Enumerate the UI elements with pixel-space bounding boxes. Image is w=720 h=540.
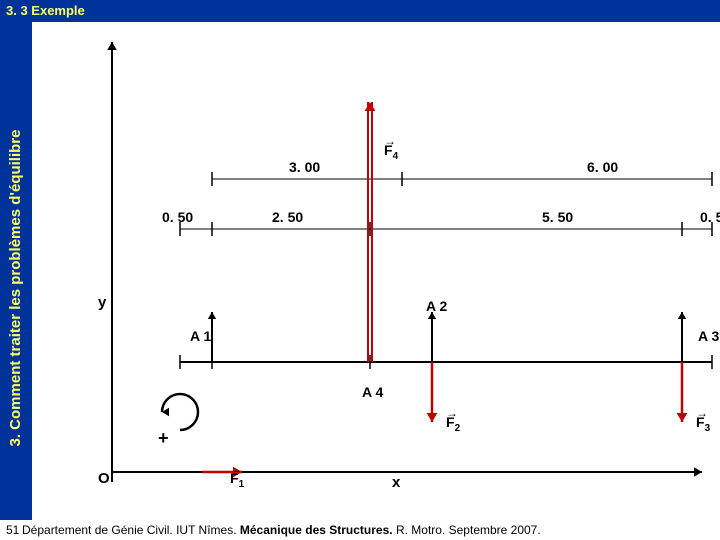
force-F3: →F3: [696, 414, 710, 434]
footer: 51 Département de Génie Civil. IUT Nîmes…: [0, 520, 720, 540]
support-A2: A 2: [426, 298, 447, 314]
support-A3: A 3: [698, 328, 719, 344]
diagram-svg: [32, 22, 720, 520]
diagram-area: 3. 00 6. 00 0. 50 2. 50 5. 50 0. 50 A 1 A 2 A 4 A…: [32, 22, 720, 520]
annot-x: x: [392, 474, 400, 491]
footer-dept: Département de Génie Civil.: [22, 523, 173, 537]
footer-course: Mécanique des Structures.: [240, 523, 393, 537]
section-title: 3. 3 Exemple: [6, 3, 85, 18]
section-header: 3. 3 Exemple: [0, 0, 720, 22]
dim-bot-1: 2. 50: [272, 209, 303, 225]
dim-bot-0: 0. 50: [162, 209, 193, 225]
footer-inst: IUT Nîmes.: [176, 523, 236, 537]
moment-plus: +: [158, 428, 169, 449]
force-F2: →F2: [446, 414, 460, 434]
annot-y: y: [98, 294, 106, 311]
force-F1: →F1: [230, 470, 244, 490]
annot-O: O: [98, 470, 110, 487]
support-A4: A 4: [362, 384, 383, 400]
page-number: 51: [6, 520, 19, 540]
dim-top-1: 6. 00: [587, 159, 618, 175]
dim-bot-3: 0. 50: [700, 209, 720, 225]
force-F4: →F4: [384, 142, 398, 162]
sidebar: 3. Comment traiter les problèmes d'équil…: [0, 22, 32, 520]
dim-top-0: 3. 00: [289, 159, 320, 175]
sidebar-title: 3. Comment traiter les problèmes d'équil…: [0, 40, 32, 536]
dim-bot-2: 5. 50: [542, 209, 573, 225]
footer-text: Département de Génie Civil. IUT Nîmes. M…: [22, 520, 541, 540]
footer-author: R. Motro. Septembre 2007.: [396, 523, 541, 537]
support-A1: A 1: [190, 328, 211, 344]
